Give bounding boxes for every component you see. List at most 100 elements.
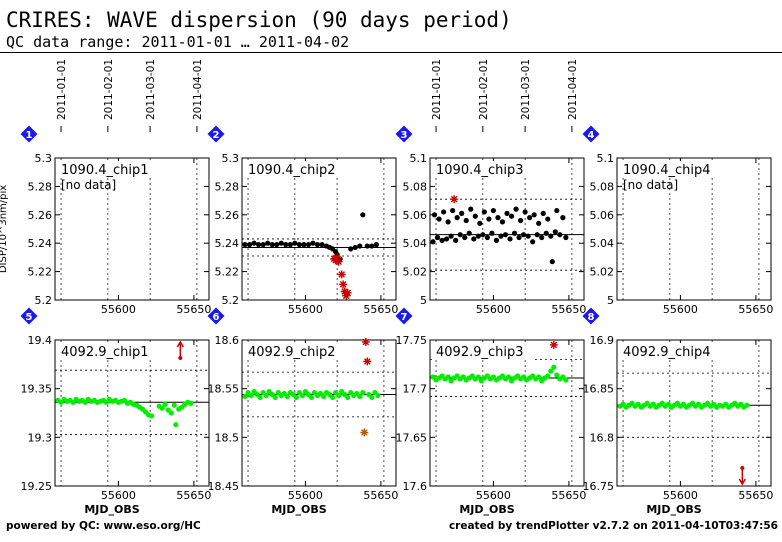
data-point [369,243,375,249]
outlier-stroke [333,254,341,261]
data-point [310,240,316,246]
x-tick-label: 55600 [663,303,698,316]
data-point [504,210,510,216]
data-point [159,405,165,411]
data-point [525,233,531,239]
y-tick-label: 5 [420,294,427,307]
data-point [513,206,519,212]
data-point [462,234,468,241]
data-point [292,240,298,246]
panel-2: 5.2 5.22 5.24 5.26 5.28 5.3 55600 55650 1090.4_c… [207,125,398,316]
data-point [477,220,483,226]
data-point [551,364,557,370]
data-point [188,400,194,406]
data-point [530,239,536,245]
x-tick-label: 55650 [176,303,211,316]
data-point [557,232,563,238]
badge-number: 6 [213,312,220,323]
date-tick-label: 2011-01-01 [56,59,68,120]
data-point [319,242,325,248]
y-tick-label: 5.3 [222,152,240,165]
data-point [336,392,342,399]
data-point [490,207,497,214]
data-point [548,233,554,239]
panel-label: 4092.9_chip3 [436,345,524,360]
x-axis-label: MJD_OBS [271,503,326,516]
y-tick-label: 5.2 [222,294,240,307]
data-point [296,242,302,248]
data-point [502,232,509,238]
panel-label-bg [245,161,347,178]
data-point [430,239,436,245]
outlier-arrowhead [738,478,746,486]
data-point [431,212,438,218]
data-point [329,394,336,401]
y-tick-label: 16.9 [590,334,615,347]
data-point [369,394,375,401]
data-point [563,377,569,383]
y-tick-label: 5.2 [35,294,53,307]
badge-number: 8 [588,312,595,323]
panel-frame [429,339,585,487]
data-point [527,215,533,221]
data-point [536,374,542,380]
y-tick-label: 5.26 [28,209,53,222]
data-point [375,392,381,399]
data-point [554,372,560,378]
badge-number: 3 [401,130,408,141]
data-point [563,234,569,241]
y-tick-label: 17.7 [403,383,428,396]
data-point [543,230,549,236]
y-tick-label: 5.02 [403,266,428,279]
panel-label-bg [58,161,160,178]
y-tick-label: 5.04 [403,237,428,250]
data-point [274,242,280,248]
data-point [434,234,441,241]
panel-badge-4: 4 [582,125,600,143]
data-point [360,389,366,396]
x-tick-label: 55650 [363,489,398,502]
y-axis-label: DISP/10^3nm/pix [0,185,9,273]
panel-5: 19.25 19.3 19.35 19.4 55600 55650 4092.9_chip1… [21,307,211,516]
data-point [269,242,275,248]
data-point [348,246,354,252]
data-point [471,236,477,242]
data-point [373,242,379,248]
data-point [475,233,481,239]
y-tick-label: 18.55 [208,383,240,396]
data-point [284,393,290,400]
data-point [560,215,566,221]
panel-badge-6: 6 [207,307,225,325]
data-point [480,232,486,238]
panel-label-bg [433,161,535,178]
panel-label: 4092.9_chip1 [61,345,149,360]
outlier-stroke [450,195,458,203]
data-point [539,234,545,241]
data-point [162,401,168,407]
data-point [463,217,469,224]
x-tick-label: 55650 [738,303,773,316]
y-tick-label: 5.3 [35,152,53,165]
panel-label: 4092.9_chip2 [248,345,336,360]
data-point [516,234,522,241]
x-tick-label: 55650 [738,489,773,502]
data-point [283,242,289,248]
y-tick-label: 5.08 [590,180,615,193]
y-tick-label: 5.24 [215,237,240,250]
data-point [552,229,558,235]
y-tick-label: 5.1 [410,152,428,165]
date-tick-label: 2011-02-01 [478,59,490,120]
outlier-point [360,428,369,437]
badge-number: 1 [26,130,33,141]
data-point [352,244,358,251]
data-point [251,240,257,246]
data-point [498,233,504,239]
data-point [534,232,540,238]
panel-4: 5 5.02 5.04 5.06 5.08 5.1 55600 55650 1090.4_chi… [582,125,773,316]
data-point [744,402,750,408]
data-point [287,242,293,248]
panel-8: 16.75 16.8 16.85 16.9 55600 55650 4092.9_chip4… [583,307,773,516]
data-point [168,410,174,416]
panel-badge-3: 3 [395,125,413,143]
data-point [357,243,363,249]
